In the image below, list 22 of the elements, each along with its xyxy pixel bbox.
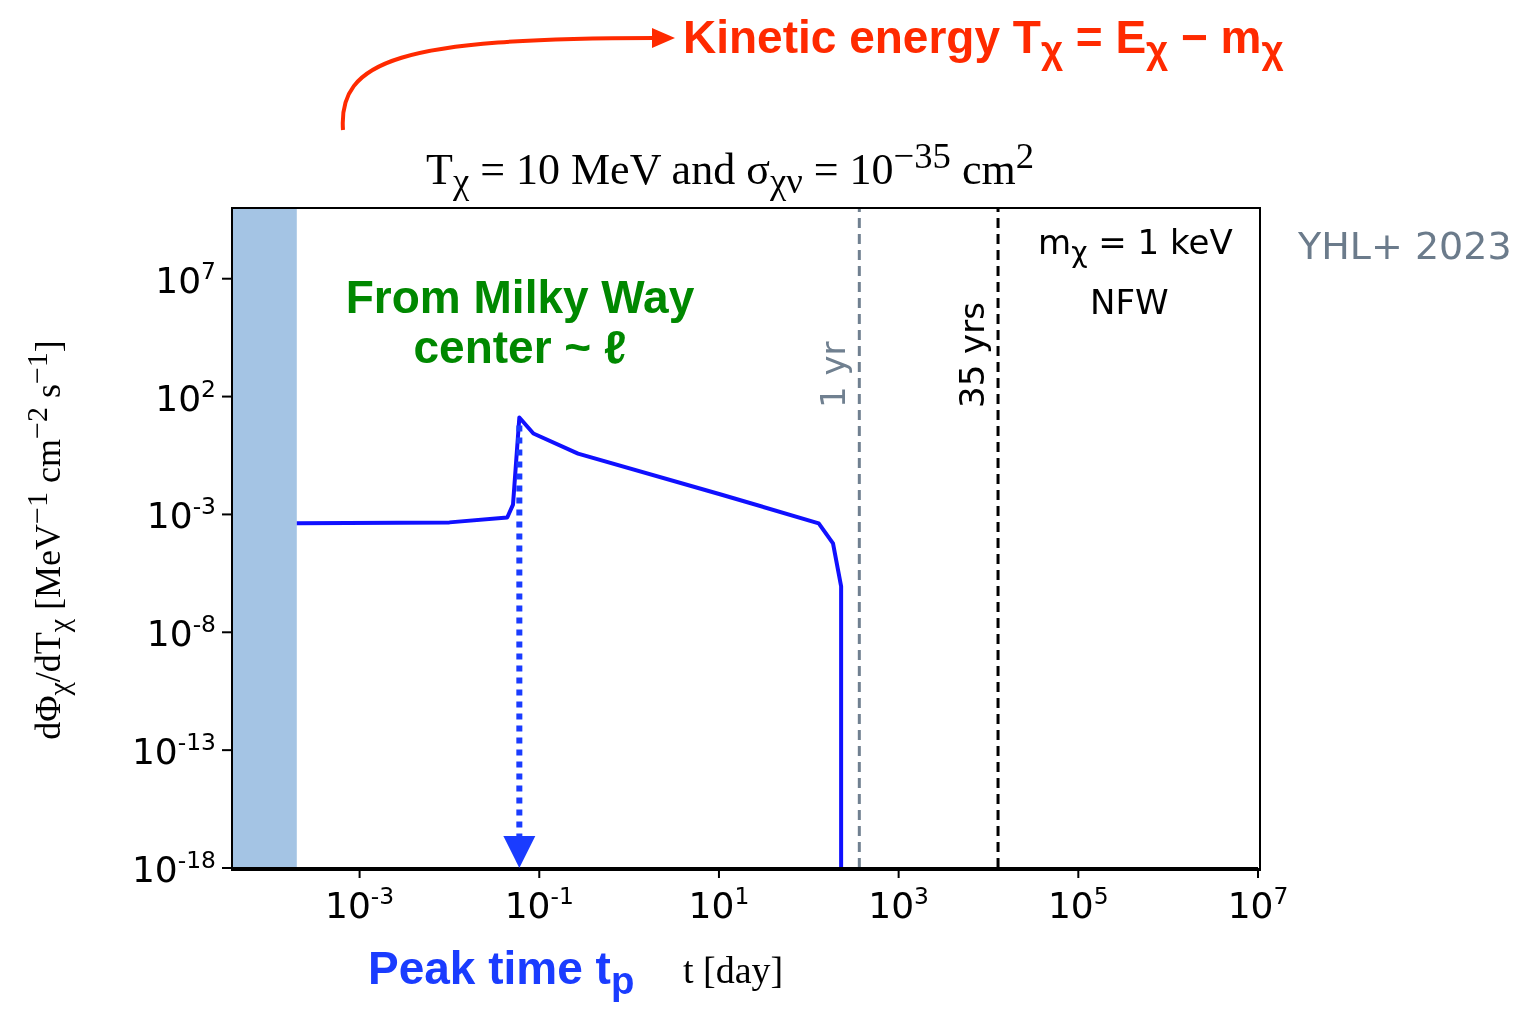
x-axis-title: t [day] (683, 948, 784, 992)
x-tick-label: 10$^{-3}$ (325, 882, 395, 926)
y-tick-label: 10$^{7}$ (155, 256, 216, 301)
annotation: NFW (1090, 282, 1169, 322)
annotation: m$_{χ}$ = 1 keV (1038, 222, 1233, 269)
x-tick-label: 10$^{7}$ (1227, 882, 1289, 926)
ref-line-label: 1 yr (813, 341, 854, 408)
text: YHL+ 2023 (1298, 224, 1512, 268)
x-tick-label: 10$^{3}$ (868, 882, 929, 926)
text: Kinetic energy T$_{χ}$ = E$_{χ}$ − m$_{χ}$ (683, 10, 1284, 73)
y-tick-label: 10$^{-3}$ (146, 492, 216, 537)
y-tick-label: 10$^{-18}$ (131, 846, 216, 890)
x-tick-label: 10$^{1}$ (688, 882, 750, 926)
x-tick-label: 10$^{5}$ (1047, 882, 1109, 926)
annotation: From Milky Way center ~ ℓ (344, 271, 696, 373)
x-tick-label: 10$^{-1}$ (504, 882, 574, 926)
text: Peak time t$_{p}$ (368, 941, 635, 1005)
y-tick-label: 10$^{-8}$ (146, 610, 216, 655)
ref-line-label: 35 yrs (952, 302, 993, 408)
y-tick-label: 10$^{-13}$ (131, 728, 216, 773)
y-tick-label: 10$^{2}$ (155, 374, 216, 419)
chart-title: T$_{χ}$ = 10 MeV and σ$_{χν}$ = 10$^{−35}$ cm$^{2}$ (425, 134, 1035, 203)
